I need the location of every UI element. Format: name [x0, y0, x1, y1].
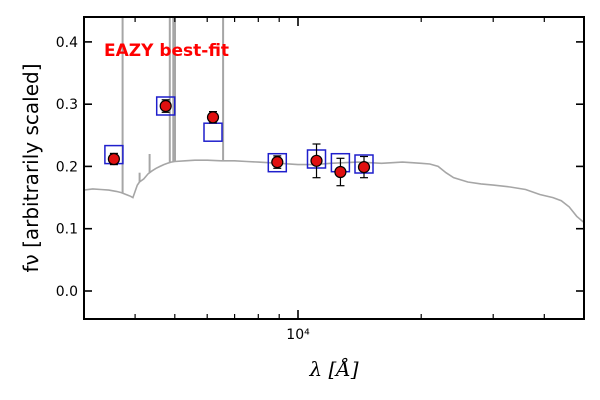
model-photometry-square [267, 152, 288, 173]
annotation-label: EAZY best-fit [104, 41, 229, 61]
plot-frame [83, 16, 585, 320]
model-photometry-square [203, 122, 223, 142]
y-tick-label: 0.0 [56, 284, 78, 300]
observed-photometry-point [107, 152, 121, 166]
tick-layer: 0.0 0.1 0.2 0.3 0.4 10⁴ [56, 17, 584, 343]
observed-photometry-point [334, 165, 347, 179]
observed-photometry-point [206, 111, 220, 124]
model-photometry-square [155, 96, 176, 116]
x-axis-label: λ [Å] [308, 356, 358, 381]
observed-photometry-point [310, 154, 323, 167]
y-tick-label: 0.3 [56, 97, 78, 113]
marker-layer [104, 96, 374, 187]
sed-spectrum-line [84, 159, 584, 224]
x-tick-label: 10⁴ [286, 327, 310, 343]
y-tick-label: 0.2 [56, 159, 78, 175]
observed-photometry-point [159, 99, 172, 113]
observed-photometry-point [357, 161, 371, 174]
observed-photometry-point [271, 156, 284, 169]
y-axis-label: fν [arbitrarily scaled] [19, 64, 43, 273]
y-tick-label: 0.1 [56, 222, 78, 238]
y-tick-label: 0.4 [56, 35, 78, 51]
